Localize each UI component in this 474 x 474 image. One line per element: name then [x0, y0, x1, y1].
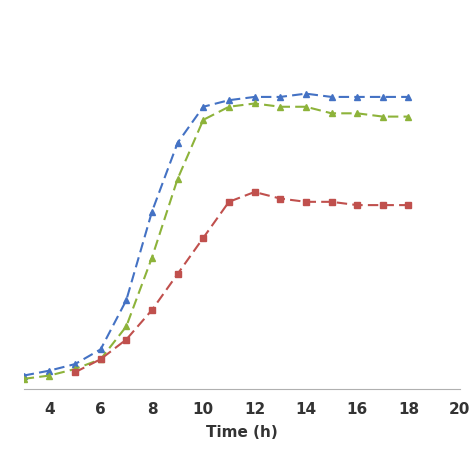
C. tropicalis	[46, 373, 52, 378]
C. albicans	[123, 297, 129, 303]
C. albicans	[355, 94, 360, 100]
C. albicans	[406, 94, 411, 100]
C. parapsilosis	[72, 369, 78, 375]
C. parapsilosis	[380, 202, 386, 208]
C. albicans	[46, 368, 52, 374]
C. albicans	[21, 373, 27, 378]
C. tropicalis	[98, 356, 103, 362]
C. tropicalis	[328, 110, 334, 116]
C. parapsilosis	[328, 199, 334, 205]
C. tropicalis	[175, 176, 181, 182]
Line: C. parapsilosis: C. parapsilosis	[72, 189, 411, 375]
C. tropicalis	[21, 376, 27, 382]
Line: C. tropicalis: C. tropicalis	[21, 100, 411, 382]
C. parapsilosis	[277, 196, 283, 201]
C. tropicalis	[303, 104, 309, 109]
C. parapsilosis	[355, 202, 360, 208]
X-axis label: Time (h): Time (h)	[206, 425, 278, 440]
C. parapsilosis	[252, 189, 257, 195]
C. parapsilosis	[303, 199, 309, 205]
C. tropicalis	[123, 324, 129, 329]
C. albicans	[72, 361, 78, 367]
C. albicans	[98, 346, 103, 352]
C. albicans	[201, 104, 206, 109]
C. albicans	[175, 140, 181, 146]
C. parapsilosis	[98, 356, 103, 362]
C. albicans	[149, 209, 155, 215]
C. albicans	[226, 97, 232, 103]
C. parapsilosis	[406, 202, 411, 208]
C. tropicalis	[355, 110, 360, 116]
C. albicans	[303, 91, 309, 97]
C. tropicalis	[406, 114, 411, 119]
C. tropicalis	[252, 100, 257, 106]
C. tropicalis	[72, 366, 78, 372]
C. parapsilosis	[201, 235, 206, 241]
C. tropicalis	[277, 104, 283, 109]
C. tropicalis	[149, 255, 155, 260]
C. albicans	[252, 94, 257, 100]
C. albicans	[380, 94, 386, 100]
C. parapsilosis	[226, 199, 232, 205]
C. tropicalis	[201, 117, 206, 123]
C. albicans	[277, 94, 283, 100]
Line: C. albicans: C. albicans	[21, 91, 411, 378]
C. parapsilosis	[123, 337, 129, 342]
C. tropicalis	[380, 114, 386, 119]
C. parapsilosis	[175, 271, 181, 277]
C. parapsilosis	[149, 307, 155, 313]
C. tropicalis	[226, 104, 232, 109]
C. albicans	[328, 94, 334, 100]
